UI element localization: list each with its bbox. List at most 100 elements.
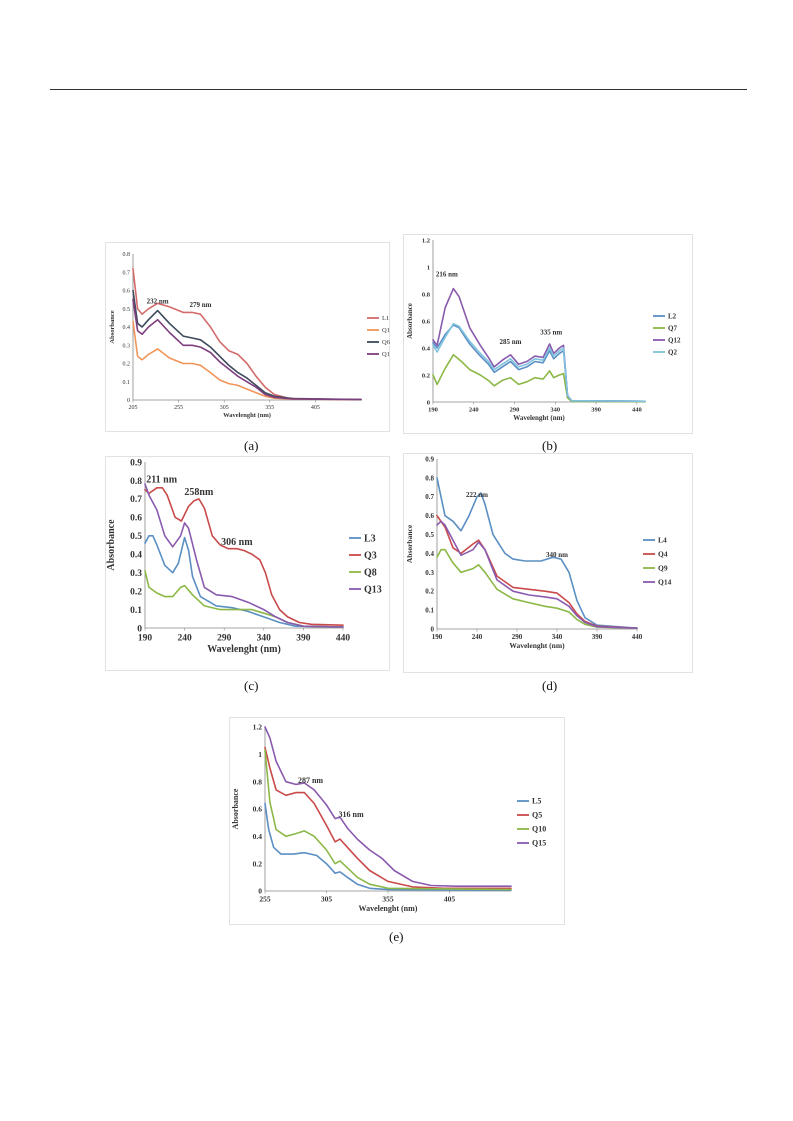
peak-annotation: 211 nm	[146, 474, 178, 485]
x-axis-label: Wavelenght (nm)	[207, 644, 281, 655]
x-axis-label: Wavelenght (nm)	[223, 412, 271, 419]
series-line-q9	[436, 548, 638, 630]
chart-b-svg: 0 0.2 0.4 0.6 0.8 1 1.2 190 240 290 340 390 440 Wavel…	[403, 234, 693, 434]
peak-annotation: 216 nm	[436, 270, 458, 278]
x-tick-label: 290	[217, 634, 232, 644]
x-tick-label: 255	[174, 405, 183, 411]
x-axis-label: Wavelenght (nm)	[359, 904, 418, 913]
y-tick-label: 0.8	[130, 477, 142, 487]
x-axis-label: Wavelenght (nm)	[513, 414, 565, 422]
x-tick-label: 205	[129, 405, 138, 411]
y-tick-label: 0	[127, 398, 130, 404]
series-line-q1	[132, 320, 362, 401]
chart-frame	[403, 453, 693, 673]
x-tick-label: 305	[220, 405, 229, 411]
y-tick-label: 0.6	[253, 805, 263, 814]
y-tick-label: 0.4	[123, 325, 131, 331]
y-tick-label: 0.4	[422, 345, 431, 352]
x-axis-label: Wavelenght (nm)	[509, 641, 565, 650]
peak-annotation: 279 nm	[189, 301, 211, 309]
x-tick-label: 340	[552, 633, 563, 641]
peak-annotation: 287 nm	[298, 776, 323, 785]
series-line-q6	[132, 289, 362, 401]
y-tick-label: 0.2	[253, 859, 263, 868]
y-tick-label: 1	[427, 264, 430, 271]
legend-label-q8: Q8	[364, 567, 377, 578]
x-tick-label: 440	[632, 633, 643, 641]
chart-panel-b: 0 0.2 0.4 0.6 0.8 1 1.2 190 240 290 340 390 440 Wavel…	[403, 234, 693, 434]
legend-label-q11: Q11	[382, 351, 390, 358]
series-line-q14	[436, 520, 638, 629]
y-tick-label: 0.3	[425, 569, 434, 577]
chart-e-svg: 0 0.2 0.4 0.6 0.8 1 1.2 255 305 355 405 Wavelenght …	[229, 717, 565, 925]
chart-frame	[403, 234, 693, 434]
peak-annotation: 306 nm	[221, 537, 253, 548]
y-axis-label: Absorbance	[406, 303, 414, 339]
series-line-q2	[432, 322, 646, 403]
x-tick-label: 190	[428, 407, 438, 414]
x-tick-label: 390	[296, 634, 311, 644]
y-tick-label: 0.3	[123, 343, 131, 349]
peak-annotation: 222 nm	[466, 491, 488, 499]
x-tick-label: 290	[512, 633, 523, 641]
chart-panel-e: 0 0.2 0.4 0.6 0.8 1 1.2 255 305 355 405 Wavelenght …	[229, 717, 565, 925]
chart-caption-e: (e)	[389, 929, 404, 944]
y-tick-label: 0.8	[425, 474, 434, 482]
y-tick-label: 0.3	[130, 569, 142, 579]
legend-label-l4: L4	[658, 535, 667, 544]
series-line-q3	[144, 487, 344, 626]
chart-frame	[105, 456, 390, 671]
header-rule	[50, 89, 747, 90]
x-tick-label: 405	[444, 895, 456, 904]
x-tick-label: 340	[550, 407, 560, 414]
x-tick-label: 440	[336, 634, 351, 644]
series-line-q5	[264, 746, 512, 890]
y-tick-label: 0	[427, 399, 430, 406]
y-tick-label: 0.2	[130, 587, 142, 597]
y-axis-label: Absorbance	[231, 788, 240, 829]
chart-a-svg: 0 0.1 0.2 0.3 0.4 0.5 0.6 0.7 0.8 205 255 305 355 405…	[105, 242, 390, 432]
y-tick-label: 1.2	[422, 237, 430, 244]
y-tick-label: 0.6	[425, 512, 434, 520]
chart-panel-d: 0 0.1 0.2 0.3 0.4 0.5 0.6 0.7 0.8 0.9 190 240 290 340…	[403, 453, 693, 673]
y-tick-label: 0.5	[425, 531, 434, 539]
x-tick-label: 240	[177, 634, 192, 644]
chart-caption-c: (c)	[244, 678, 259, 693]
y-tick-label: 0.8	[422, 291, 431, 298]
series-line-l3	[144, 535, 344, 628]
y-tick-label: 1.2	[253, 723, 263, 732]
peak-annotation: 335 nm	[540, 329, 562, 337]
series-line-l4	[436, 477, 638, 629]
x-tick-label: 190	[432, 633, 443, 641]
x-tick-label: 190	[138, 634, 153, 644]
x-tick-label: 390	[591, 407, 601, 414]
peak-annotation: 232 nm	[147, 297, 169, 305]
y-tick-label: 0.6	[130, 514, 142, 524]
y-tick-label: 1	[258, 750, 262, 759]
series-line-l5	[264, 802, 512, 892]
chart-caption-b: (b)	[542, 438, 558, 453]
legend-label-q4: Q4	[658, 549, 668, 558]
series-line-q10	[264, 749, 512, 891]
y-tick-label: 0.4	[425, 550, 434, 558]
x-tick-label: 240	[469, 407, 479, 414]
legend-label-q3: Q3	[364, 550, 377, 561]
y-tick-label: 0.6	[422, 318, 431, 325]
peak-annotation: 340 nm	[546, 551, 568, 559]
legend-label-l5: L5	[532, 797, 541, 806]
legend-label-q10: Q10	[532, 825, 546, 834]
x-tick-label: 290	[510, 407, 520, 414]
x-tick-label: 305	[321, 895, 333, 904]
series-line-q12	[432, 287, 646, 403]
y-tick-label: 0.5	[123, 307, 131, 313]
series-line-q13	[144, 483, 344, 628]
series-line-q7	[432, 354, 646, 403]
x-tick-label: 255	[259, 895, 271, 904]
y-axis-label: Absorbance	[106, 519, 117, 571]
y-tick-label: 0.6	[123, 289, 131, 295]
x-tick-label: 355	[265, 405, 274, 411]
legend-label-q13: Q13	[364, 584, 382, 595]
y-tick-label: 0.4	[253, 832, 263, 841]
y-tick-label: 0.1	[130, 606, 142, 616]
legend-label-l2: L2	[668, 312, 677, 320]
